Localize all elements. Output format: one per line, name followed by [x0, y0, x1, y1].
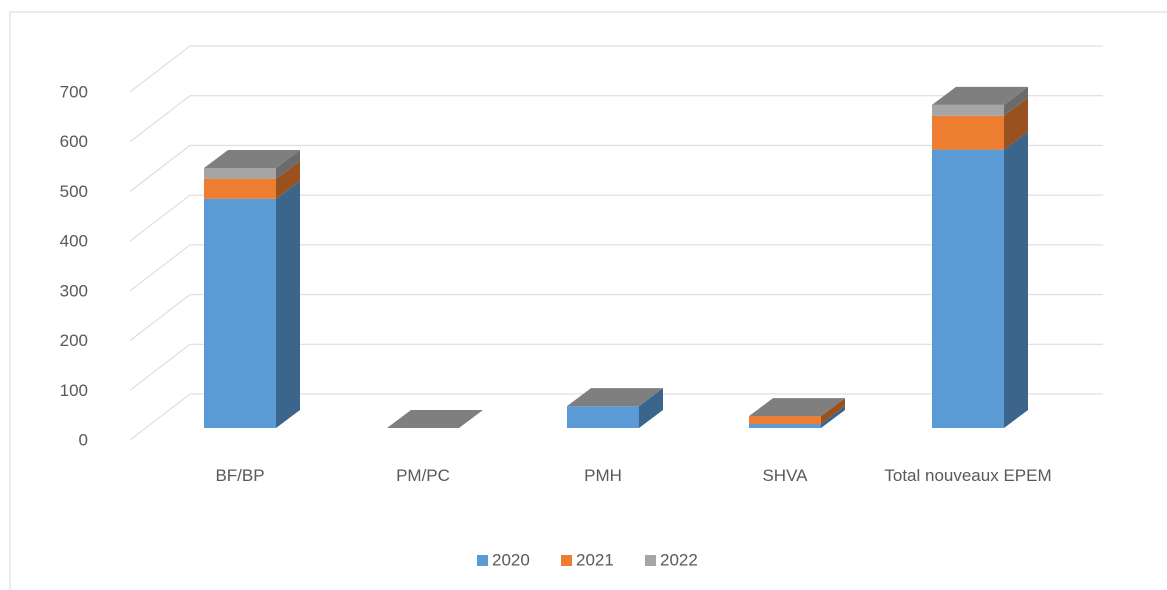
bar — [749, 424, 821, 428]
x-tick-label: PMH — [584, 466, 622, 485]
grid-line — [129, 343, 1103, 391]
bar — [932, 149, 1004, 428]
grid-line — [129, 244, 1103, 292]
bar-side — [821, 406, 845, 428]
bar — [749, 416, 821, 425]
bar-top — [204, 149, 300, 168]
y-tick-label: 500 — [60, 182, 88, 201]
bar-top — [749, 398, 845, 417]
legend-label: 2021 — [576, 550, 614, 569]
x-tick-label: Total nouveaux EPEM — [884, 466, 1052, 485]
bar-side — [276, 149, 300, 179]
bar-side — [821, 398, 845, 425]
y-tick-label: 600 — [60, 132, 88, 151]
bar-side — [639, 388, 663, 428]
bar-side — [1004, 86, 1028, 116]
legend-label: 2022 — [660, 550, 698, 569]
grid-line — [129, 144, 1103, 192]
bar-side — [1004, 97, 1028, 150]
y-tick-label: 200 — [60, 331, 88, 350]
bar-top — [387, 410, 483, 428]
bar — [204, 167, 276, 179]
bar — [932, 104, 1004, 116]
legend-label: 2020 — [492, 550, 530, 569]
y-tick-label: 400 — [60, 232, 88, 251]
x-tick-label: SHVA — [762, 466, 808, 485]
grid-line — [129, 294, 1103, 341]
bar-top — [932, 86, 1028, 105]
legend-swatch — [645, 555, 656, 566]
legend-swatch — [561, 555, 572, 566]
bar — [204, 178, 276, 199]
bar-side — [276, 180, 300, 428]
grid-line — [129, 194, 1103, 242]
bar — [932, 115, 1004, 150]
y-tick-label: 700 — [60, 82, 88, 101]
bar-top — [567, 388, 663, 407]
bar-side — [276, 160, 300, 199]
chart-border — [9, 11, 1167, 590]
y-tick-label: 0 — [79, 430, 88, 449]
x-tick-label: BF/BP — [215, 466, 265, 485]
bar — [567, 406, 639, 428]
bar — [204, 198, 276, 428]
grid-line — [129, 393, 1103, 441]
grid-line — [129, 45, 1103, 93]
x-tick-label: PM/PC — [396, 466, 450, 485]
legend-swatch — [477, 555, 488, 566]
y-tick-label: 300 — [60, 281, 88, 300]
grid-line — [129, 95, 1103, 143]
y-tick-label: 100 — [60, 381, 88, 400]
bar-side — [1004, 131, 1028, 428]
